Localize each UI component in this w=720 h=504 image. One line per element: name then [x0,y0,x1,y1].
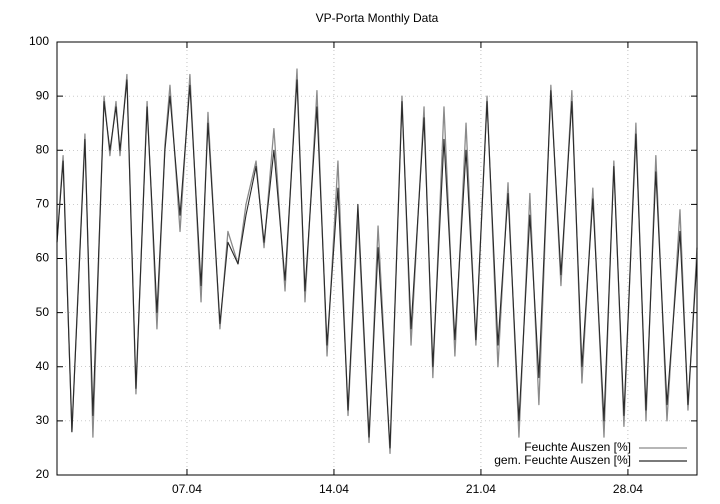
legend-label: Feuchte Auszen [%] [524,440,631,454]
y-tick-label: 80 [36,142,50,156]
y-tick-label: 30 [36,413,50,427]
series-line [56,79,698,449]
chart-title: VP-Porta Monthly Data [316,11,439,25]
plot-border [56,41,698,476]
x-tick-label: 28.04 [613,482,643,496]
y-tick-label: 90 [36,88,50,102]
y-tick-label: 50 [36,305,50,319]
x-tick-label: 14.04 [319,482,349,496]
x-tick-label: 07.04 [172,482,202,496]
y-tick-label: 20 [36,467,50,481]
series-line [56,68,698,454]
y-tick-label: 70 [36,197,50,211]
y-tick-label: 100 [29,34,49,48]
x-tick-label: 21.04 [466,482,496,496]
legend-label: gem. Feuchte Auszen [%] [494,453,631,467]
y-tick-label: 40 [36,359,50,373]
y-tick-label: 60 [36,251,50,265]
